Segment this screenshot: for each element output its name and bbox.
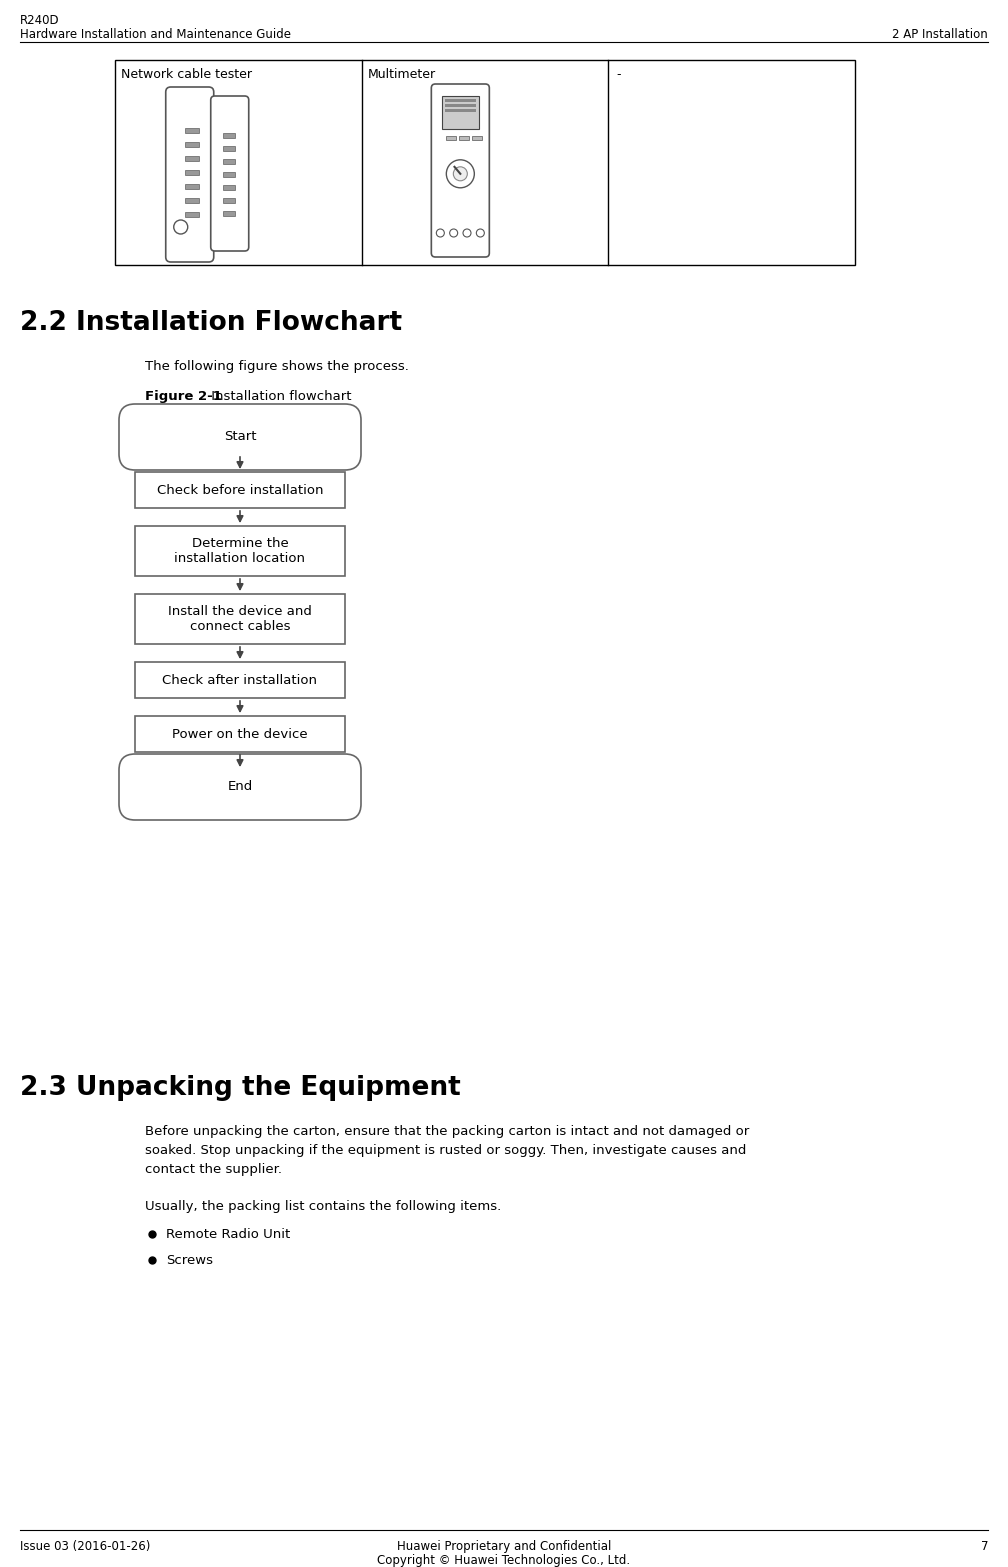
Text: Huawei Proprietary and Confidential: Huawei Proprietary and Confidential (397, 1540, 611, 1553)
Bar (184, 128, 199, 133)
Text: Copyright © Huawei Technologies Co., Ltd.: Copyright © Huawei Technologies Co., Ltd… (377, 1554, 631, 1567)
FancyBboxPatch shape (119, 404, 361, 470)
Bar (223, 185, 235, 190)
FancyBboxPatch shape (119, 754, 361, 820)
Bar (473, 136, 483, 139)
Bar (223, 158, 235, 165)
Circle shape (450, 229, 458, 237)
Text: Usually, the packing list contains the following items.: Usually, the packing list contains the f… (145, 1200, 501, 1213)
Bar (135, 594, 345, 644)
Text: Check after installation: Check after installation (162, 674, 318, 686)
Bar (223, 212, 235, 216)
Text: R240D: R240D (20, 14, 59, 27)
Circle shape (173, 219, 187, 233)
Bar (184, 197, 199, 204)
Text: Hardware Installation and Maintenance Guide: Hardware Installation and Maintenance Gu… (20, 28, 291, 41)
Bar (135, 661, 345, 697)
Text: 2.2 Installation Flowchart: 2.2 Installation Flowchart (20, 310, 402, 335)
Bar (223, 197, 235, 204)
FancyBboxPatch shape (165, 88, 214, 262)
Text: Screws: Screws (166, 1254, 213, 1268)
Bar (184, 212, 199, 216)
Bar (135, 527, 345, 577)
Text: 7: 7 (981, 1540, 988, 1553)
Circle shape (454, 166, 468, 180)
Bar (135, 716, 345, 752)
Text: Before unpacking the carton, ensure that the packing carton is intact and not da: Before unpacking the carton, ensure that… (145, 1125, 749, 1175)
Bar (445, 99, 476, 102)
Text: Remote Radio Unit: Remote Radio Unit (166, 1229, 290, 1241)
Text: Issue 03 (2016-01-26): Issue 03 (2016-01-26) (20, 1540, 150, 1553)
Text: The following figure shows the process.: The following figure shows the process. (145, 360, 409, 373)
FancyBboxPatch shape (431, 85, 489, 257)
Text: Network cable tester: Network cable tester (121, 67, 252, 81)
Circle shape (447, 160, 475, 188)
Text: -: - (616, 67, 621, 81)
Text: Determine the
installation location: Determine the installation location (174, 537, 305, 566)
Text: Install the device and
connect cables: Install the device and connect cables (168, 605, 311, 633)
Circle shape (436, 229, 445, 237)
Text: Check before installation: Check before installation (157, 484, 324, 497)
Bar (184, 169, 199, 176)
Text: Power on the device: Power on the device (172, 727, 307, 741)
Text: 2 AP Installation: 2 AP Installation (892, 28, 988, 41)
Text: Multimeter: Multimeter (368, 67, 435, 81)
Text: Figure 2-1: Figure 2-1 (145, 390, 222, 403)
Bar (442, 96, 479, 128)
Text: 2.3 Unpacking the Equipment: 2.3 Unpacking the Equipment (20, 1075, 461, 1102)
Bar (447, 136, 457, 139)
Bar (223, 133, 235, 138)
Bar (445, 103, 476, 107)
Circle shape (463, 229, 471, 237)
Bar (184, 183, 199, 190)
Circle shape (477, 229, 484, 237)
Bar (184, 143, 199, 147)
Text: Start: Start (224, 431, 256, 443)
Bar (223, 172, 235, 177)
Text: Installation flowchart: Installation flowchart (207, 390, 352, 403)
FancyBboxPatch shape (211, 96, 249, 251)
Bar (223, 146, 235, 150)
Text: End: End (228, 780, 253, 793)
Bar (135, 472, 345, 508)
Bar (445, 110, 476, 111)
Bar (115, 60, 855, 265)
Bar (184, 157, 199, 161)
Bar (460, 136, 470, 139)
